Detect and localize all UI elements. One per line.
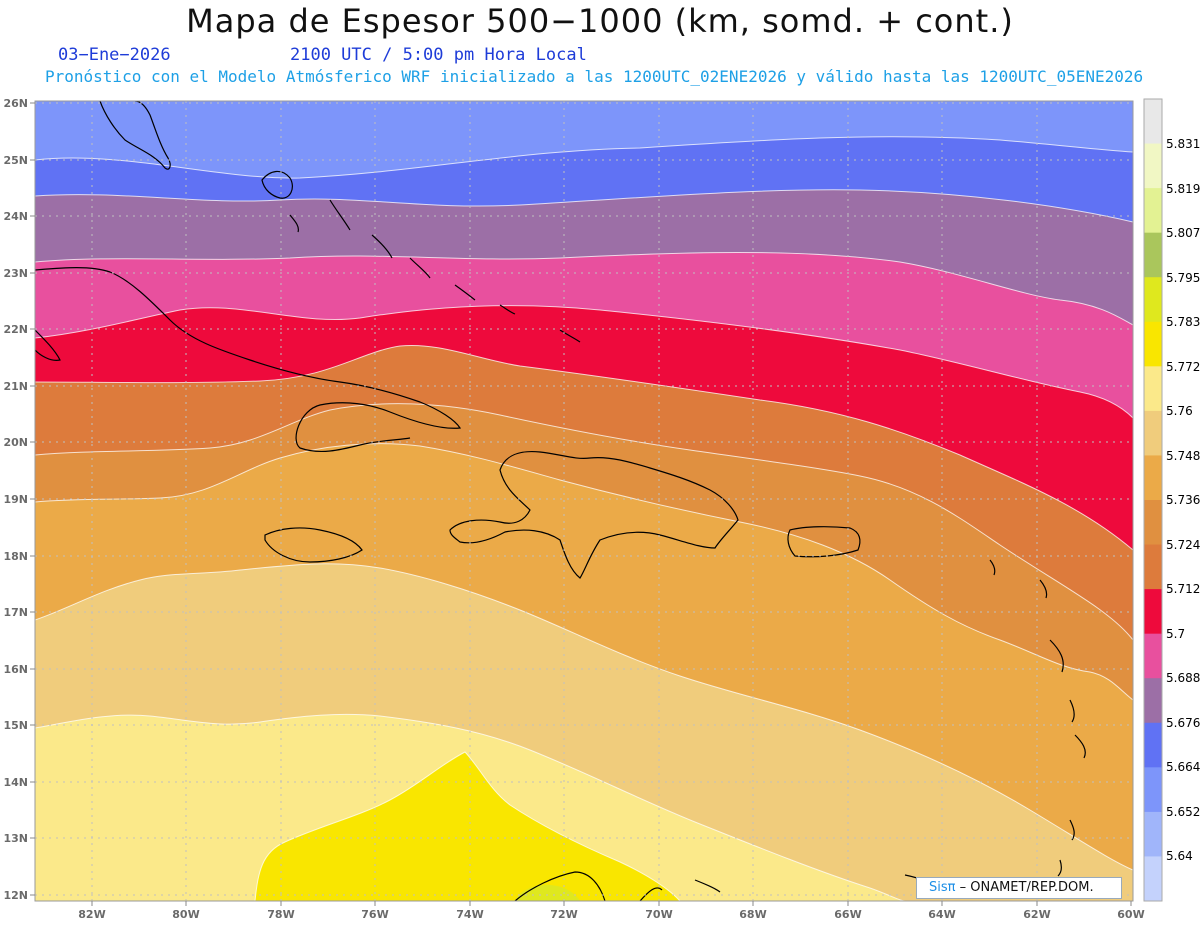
coast-cuba [35, 267, 462, 453]
lon-label: 82W [78, 908, 105, 921]
legend-label: 5.807 [1166, 226, 1200, 240]
legend-swatch [1144, 99, 1162, 145]
longitude-labels: 82W 80W 78W 76W 74W 72W 70W 68W 66W 64W … [78, 908, 1144, 921]
legend-label: 5.772 [1166, 360, 1200, 374]
lon-label: 68W [739, 908, 766, 921]
lat-label: 19N [3, 493, 28, 506]
lon-label: 74W [456, 908, 483, 921]
legend-swatches [1144, 99, 1162, 902]
legend-label: 5.748 [1166, 449, 1200, 463]
legend-label: 5.736 [1166, 493, 1200, 507]
legend-label: 5.664 [1166, 760, 1200, 774]
lat-label: 16N [3, 663, 28, 676]
legend-label: 5.831 [1166, 137, 1200, 151]
contour-lines [35, 136, 1133, 901]
legend-swatch [1144, 277, 1162, 323]
lat-label: 18N [3, 550, 28, 563]
model-description: Pronóstico con el Modelo Atmósferico WRF… [45, 67, 1144, 86]
color-legend: 5.831 5.819 5.807 5.795 5.783 5.772 5.76… [1143, 98, 1200, 902]
coast-south-america [514, 871, 946, 901]
lon-label: 70W [645, 908, 672, 921]
lat-label: 25N [3, 154, 28, 167]
thickness-map: 26N 25N 24N 23N 22N 21N 20N 19N 18N 17N … [3, 97, 1200, 921]
plot-frame [34, 100, 1134, 902]
lat-label: 15N [3, 719, 28, 732]
lat-label: 20N [3, 436, 28, 449]
lat-label: 26N [3, 97, 28, 110]
lon-label: 72W [550, 908, 577, 921]
sispi-logo: Sisπ [929, 880, 956, 895]
legend-label: 5.76 [1166, 404, 1193, 418]
credit-box: Sisπ – ONAMET/REP.DOM. [916, 877, 1122, 899]
lat-label: 22N [3, 323, 28, 336]
legend-label: 5.688 [1166, 671, 1200, 685]
legend-swatch [1144, 633, 1162, 679]
coast-jamaica [264, 527, 363, 563]
legend-label: 5.724 [1166, 538, 1200, 552]
legend-swatch [1144, 544, 1162, 590]
thickness-bands [35, 101, 1133, 901]
legend-swatch [1144, 232, 1162, 278]
legend-swatch [1144, 366, 1162, 412]
lat-label: 21N [3, 380, 28, 393]
coast-florida [99, 101, 171, 170]
band-5772 [255, 752, 680, 901]
lon-label: 62W [1023, 908, 1050, 921]
lon-label: 80W [172, 908, 199, 921]
legend-swatch [1144, 722, 1162, 768]
legend-swatch [1144, 811, 1162, 857]
legend-swatch [1144, 188, 1162, 234]
legend-label: 5.64 [1166, 849, 1193, 863]
lon-label: 78W [267, 908, 294, 921]
tick-marks [30, 102, 1132, 906]
forecast-time: 2100 UTC / 5:00 pm Hora Local [290, 45, 587, 65]
map-title: Mapa de Espesor 500−1000 (km, somd. + co… [186, 2, 1014, 40]
credit-dash: – [955, 880, 967, 895]
legend-swatch [1144, 455, 1162, 501]
legend-swatch [1144, 767, 1162, 813]
legend-swatch [1144, 856, 1162, 902]
forecast-date: 03−Ene−2026 [58, 45, 171, 65]
lat-label: 24N [3, 210, 28, 223]
legend-swatch [1144, 410, 1162, 456]
lat-label: 14N [3, 776, 28, 789]
legend-swatch [1144, 500, 1162, 546]
legend-swatch [1144, 143, 1162, 189]
legend-label: 5.676 [1166, 716, 1200, 730]
coast-puerto-rico [787, 526, 861, 558]
lon-label: 76W [361, 908, 388, 921]
legend-labels: 5.831 5.819 5.807 5.795 5.783 5.772 5.76… [1166, 137, 1200, 863]
legend-swatch [1144, 678, 1162, 724]
coastlines [35, 101, 1086, 901]
lat-label: 23N [3, 267, 28, 280]
latitude-labels: 26N 25N 24N 23N 22N 21N 20N 19N 18N 17N … [3, 97, 28, 902]
legend-frame [1143, 98, 1163, 902]
legend-label: 5.783 [1166, 315, 1200, 329]
legend-label: 5.712 [1166, 582, 1200, 596]
lat-label: 12N [3, 889, 28, 902]
legend-label: 5.652 [1166, 805, 1200, 819]
lon-label: 64W [928, 908, 955, 921]
lon-label: 66W [834, 908, 861, 921]
lat-label: 17N [3, 606, 28, 619]
lon-label: 60W [1117, 908, 1144, 921]
legend-label: 5.819 [1166, 182, 1200, 196]
coast-hispaniola [449, 450, 739, 579]
legend-swatch [1144, 589, 1162, 635]
lat-label: 13N [3, 832, 28, 845]
credit-org: ONAMET/REP.DOM. [966, 880, 1094, 895]
legend-label: 5.795 [1166, 271, 1200, 285]
legend-swatch [1144, 321, 1162, 367]
gridlines [35, 101, 1133, 901]
coast-lesser-antilles [989, 559, 1086, 877]
legend-label: 5.7 [1166, 627, 1185, 641]
coast-bahamas [261, 170, 581, 343]
